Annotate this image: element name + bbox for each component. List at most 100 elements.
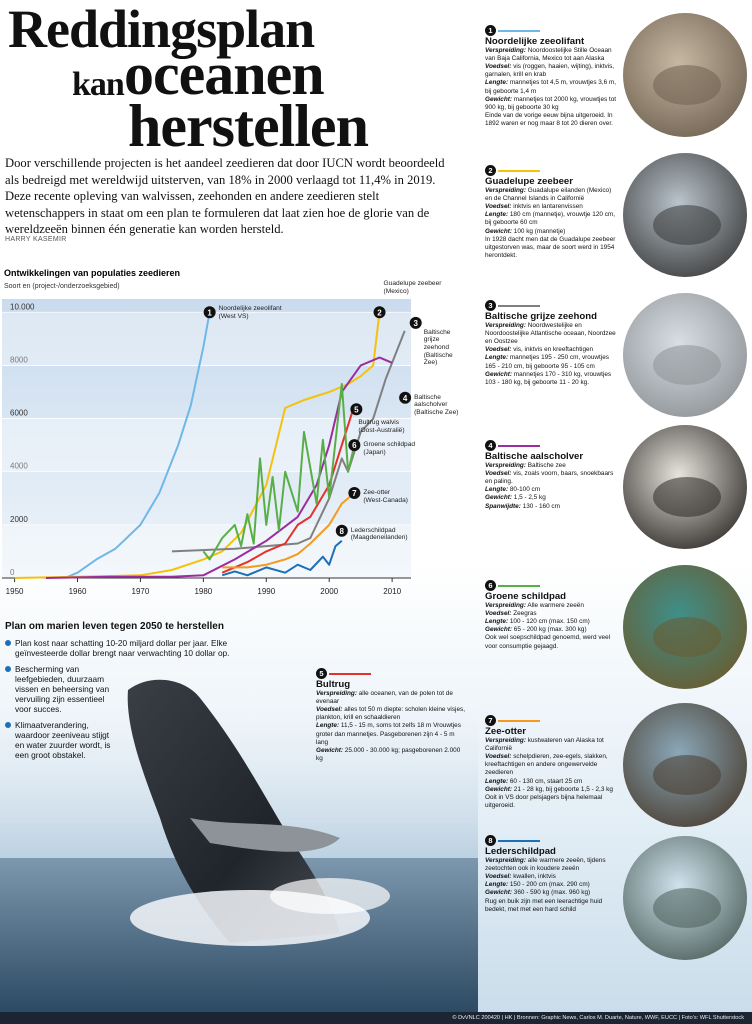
- fact-text: vis, zoals voorn, baars, snoekbaars en p…: [485, 470, 614, 486]
- fact-text: 130 - 160 cm: [522, 502, 560, 510]
- fact-text: mannetjes 170 - 310 kg, vrouwtjes 103 - …: [485, 370, 612, 386]
- y-tick-label: 4000: [10, 462, 28, 471]
- panel-title: Bultrug: [316, 679, 351, 690]
- panel-color-line: [498, 29, 540, 32]
- fact-label: Gewicht:: [316, 746, 343, 754]
- fact-label: Gewicht:: [485, 889, 512, 897]
- panel-note: Rug en buik zijn met een leerachtige hui…: [485, 897, 603, 913]
- byline: HARRY KASEMIR: [5, 236, 67, 243]
- panel-fact: Verspreiding: Guadalupe eilanden (Mexico…: [485, 187, 620, 203]
- x-tick-label: 1950: [6, 587, 24, 596]
- fact-label: Verspreiding:: [485, 857, 526, 865]
- fact-label: Lengte:: [485, 486, 509, 494]
- panel-number: 6: [485, 580, 496, 591]
- series-region: (Maagdeneilanden): [350, 534, 408, 542]
- panel-head: 7: [485, 715, 620, 726]
- panel-note: Einde van de vorige eeuw bijna uitgeroei…: [485, 111, 613, 127]
- panel-color-line: [498, 584, 540, 587]
- fact-text: 60 - 130 cm, staart 25 cm: [509, 777, 583, 785]
- panel-note: In 1928 dacht men dat de Guadalupe zeebe…: [485, 235, 616, 259]
- whale-illustration: [0, 668, 478, 1012]
- series-label: Lederschildpad (Maagdeneilanden): [351, 527, 408, 542]
- plan-title: Plan om marien leven tegen 2050 te herst…: [5, 621, 224, 632]
- panel-fact: Voedsel: schelpdieren, zee-egels, slakke…: [485, 753, 620, 777]
- panel-title: Baltische aalscholver: [485, 451, 584, 462]
- series-badge: [348, 439, 361, 452]
- x-tick-label: 1990: [257, 587, 275, 596]
- panel-fact: Voedsel: kwallen, inktvis: [485, 873, 620, 881]
- fact-label: Verspreiding:: [485, 737, 526, 745]
- panel-color-line: [498, 304, 540, 307]
- fact-text: Noordoostelijke Stille Oceaan van Baja C…: [485, 47, 612, 63]
- panel-fact: Gewicht: mannetjes tot 2000 kg, vrouwtje…: [485, 96, 620, 112]
- plan: Plan om marien leven tegen 2050 te herst…: [5, 621, 325, 766]
- panel-fact: Lengte: mannetjes 195 - 250 cm, vrouwtje…: [485, 354, 620, 370]
- panel-fact: Lengte: mannetjes tot 4,5 m, vrouwtjes 3…: [485, 79, 620, 95]
- species-panel: 6 Groene schildpad Verspreiding: Alle warm…: [485, 580, 620, 651]
- series-name: Baltische grijze zeehond: [423, 328, 451, 352]
- grid-band: [2, 312, 411, 366]
- series-line: [202, 383, 356, 561]
- fact-text: 21 - 28 kg, bij geboorte 1,5 - 2,3 kg: [513, 785, 613, 793]
- fact-label: Voedsel:: [316, 706, 343, 714]
- panel-title: Groene schildpad: [485, 591, 567, 602]
- photo-subject: [653, 755, 721, 795]
- series-name: Noordelijke zeeolifant: [218, 305, 282, 313]
- photo-subject: [653, 65, 721, 105]
- fact-text: Noordwestelijke en Noordoostelijke Atlan…: [485, 322, 616, 346]
- panel-color-line: [498, 839, 540, 842]
- panel-head: 3: [485, 300, 620, 311]
- fact-label: Voedsel:: [485, 63, 512, 71]
- panel-color-line: [498, 169, 540, 172]
- panel-title: Zee-otter: [485, 726, 527, 737]
- series-number: 8: [340, 527, 345, 536]
- fact-label: Gewicht:: [485, 626, 512, 634]
- fact-label: Spanwijdte:: [485, 502, 521, 510]
- series-number: 6: [352, 441, 357, 450]
- fact-text: 11,5 - 15 m, soms tot zelfs 18 m Vrouwtj…: [316, 722, 461, 746]
- panel-title: Baltische grijze zeehond: [485, 311, 597, 322]
- panel-number: 2: [485, 165, 496, 176]
- fact-label: Verspreiding:: [485, 322, 526, 330]
- fact-text: 100 kg (mannetje): [513, 227, 566, 235]
- panel-number: 5: [316, 668, 327, 679]
- panel-fact: Verspreiding: Noordwestelijke en Noordoo…: [485, 322, 620, 346]
- fact-text: mannetjes 195 - 250 cm, vrouwtjes 165 - …: [485, 354, 609, 370]
- fact-text: schelpdieren, zee-egels, slakken, kreeft…: [485, 753, 608, 777]
- panel-fact: Voedsel: vis (roggen, haaien, wijting), …: [485, 63, 620, 79]
- fact-text: alles tot 50 m diepte: scholen kleine vi…: [316, 706, 465, 722]
- panel-fact: Gewicht: 100 kg (mannetje): [485, 228, 620, 236]
- x-tick-label: 1980: [194, 587, 212, 596]
- series-label: Zee-otter (West-Canada): [363, 489, 408, 504]
- y-tick-label: 8000: [10, 355, 28, 364]
- panel-number: 7: [485, 715, 496, 726]
- panel-color-line: [498, 719, 540, 722]
- series-name: Guadelupe zeebeer: [383, 280, 442, 288]
- series-badge: [399, 391, 412, 404]
- series-region: (Oost-Australië): [358, 426, 405, 434]
- fact-label: Lengte:: [485, 211, 509, 219]
- series-number: 3: [413, 319, 418, 328]
- panel-fact: Verspreiding: kustwateren van Alaska tot…: [485, 737, 620, 753]
- species-panel: 7 Zee-otter Verspreiding: kustwateren van …: [485, 715, 620, 810]
- panel-fact: Lengte: 80-100 cm: [485, 486, 620, 494]
- panel-fact: Lengte: 60 - 130 cm, staart 25 cm: [485, 778, 620, 786]
- fact-label: Verspreiding:: [485, 187, 526, 195]
- series-region: (Japan): [363, 448, 386, 456]
- y-tick-label: 6000: [10, 409, 28, 418]
- series-name: Zee-otter: [363, 488, 391, 496]
- photo-subject: [653, 205, 721, 245]
- panel-color-line: [498, 444, 540, 447]
- footer-text: © DvVNLC 200420 | HK | Bronnen: Graphic …: [452, 1015, 744, 1021]
- fact-text: vis (roggen, haaien, wijting), inktvis, …: [485, 63, 615, 79]
- panel-title: Noordelijke zeeolifant: [485, 36, 585, 47]
- fact-text: kustwateren van Alaska tot Californië: [485, 737, 604, 753]
- series-badge: [409, 316, 422, 329]
- headline: herstellen: [128, 93, 369, 159]
- fact-label: Lengte:: [485, 354, 509, 362]
- species-panel: 4 Baltische aalscholver Verspreiding: Balt…: [485, 440, 620, 511]
- species-panel: 2 Guadelupe zeebeer Verspreiding: Guadalup…: [485, 165, 620, 260]
- panel-fact: Lengte: 11,5 - 15 m, soms tot zelfs 18 m…: [316, 722, 466, 746]
- panel-fact: Voedsel: vis, zoals voorn, baars, snoekb…: [485, 470, 620, 486]
